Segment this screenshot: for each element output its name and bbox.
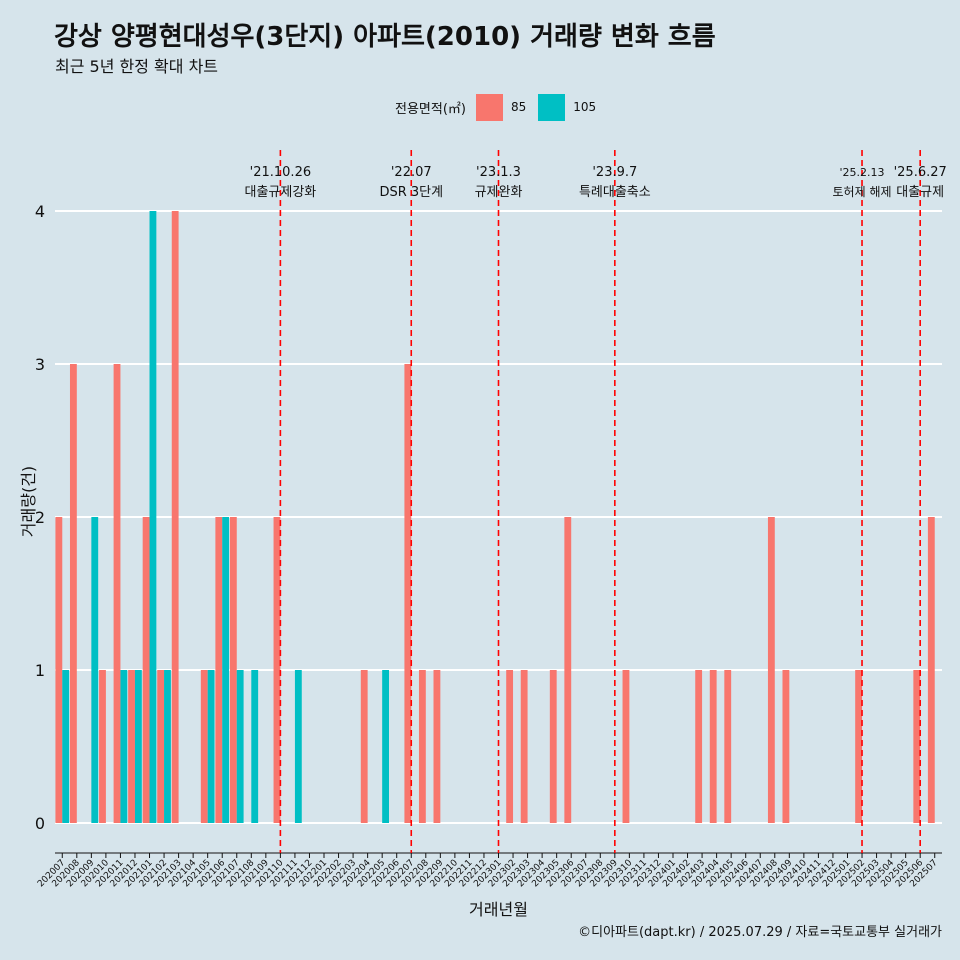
bar-105-202102 (164, 670, 171, 823)
x-axis-title: 거래년월 (469, 900, 528, 919)
bar-85-202101 (142, 517, 150, 823)
bar-105-202108 (251, 670, 259, 823)
event-date-202506: '25.6.27 (894, 165, 947, 180)
y-axis-title: 거래량(건) (19, 466, 38, 537)
bar-85-202105 (200, 670, 208, 823)
bar-85-202207 (404, 364, 412, 823)
event-label-202309: 특례대출축소 (579, 185, 651, 200)
bar-85-202110 (273, 517, 281, 823)
chart-subtitle: 최근 5년 한정 확대 차트 (55, 57, 219, 76)
event-date-202301: '23.1.3 (476, 165, 521, 180)
source-caption: ©디아파트(dapt.kr) / 2025.07.29 / 자료=국토교통부 실… (578, 925, 942, 940)
event-label-202207: DSR 3단계 (379, 185, 443, 200)
bar-85-202107 (229, 517, 237, 823)
event-label-202506: 대출규제 (896, 185, 944, 200)
legend-key-85 (475, 93, 503, 121)
bar-105-202011 (120, 670, 128, 823)
legend-label-85: 85 (510, 100, 527, 114)
legend-key-105 (538, 93, 566, 121)
event-date-202309: '23.9.7 (592, 165, 637, 180)
bar-85-202102 (157, 670, 165, 823)
event-date-202502: '25.2.13 (840, 166, 885, 179)
bar-105-202101 (149, 211, 157, 823)
bar-85-202209 (433, 670, 441, 823)
bar-85-202106 (215, 517, 223, 823)
legend: 전용면적(㎡) 85 105 (395, 93, 608, 121)
bar-85-202010 (99, 670, 106, 823)
bar-85-202502 (855, 670, 863, 823)
bar-85-202007 (55, 517, 63, 823)
legend-label-105: 105 (573, 100, 597, 114)
bar-85-202405 (724, 670, 732, 823)
event-date-202110: '21.10.26 (250, 165, 311, 180)
y-tick-label: 0 (35, 814, 45, 833)
bar-85-202404 (709, 670, 717, 823)
bar-85-202208 (418, 670, 426, 823)
bar-85-202302 (506, 670, 514, 823)
bar-85-202409 (782, 670, 790, 823)
bar-105-202106 (222, 517, 230, 823)
y-tick-label: 3 (35, 355, 45, 374)
bar-85-202204 (360, 670, 368, 823)
bar-85-202310 (622, 670, 630, 823)
bar-105-202012 (134, 670, 142, 823)
bar-85-202507 (927, 517, 935, 823)
bar-105-202111 (294, 670, 302, 823)
y-tick-label: 4 (35, 202, 45, 221)
bar-85-202506 (913, 670, 921, 823)
bar-85-202011 (113, 364, 121, 823)
bar-85-202408 (767, 517, 775, 823)
bar-105-202009 (91, 517, 99, 823)
bar-105-202007 (62, 670, 70, 823)
event-label-202110: 대출규제강화 (245, 185, 317, 200)
event-label-202502: 토허제 해제 (833, 185, 892, 199)
bar-85-202012 (128, 670, 135, 823)
legend-title: 전용면적(㎡) (395, 101, 466, 117)
event-label-202301: 규제완화 (475, 185, 523, 200)
event-date-202207: '22.07 (391, 165, 432, 180)
bar-85-202306 (564, 517, 572, 823)
bar-85-202008 (69, 364, 77, 823)
bar-105-202105 (207, 670, 215, 823)
bar-105-202107 (236, 670, 244, 823)
bar-85-202403 (695, 670, 703, 823)
bar-85-202305 (549, 670, 557, 823)
chart-title: 강상 양평현대성우(3단지) 아파트(2010) 거래량 변화 흐름 (54, 22, 716, 52)
y-tick-label: 2 (35, 508, 45, 527)
y-tick-label: 1 (35, 661, 45, 680)
bar-85-202303 (520, 670, 528, 823)
bar-105-202205 (382, 670, 390, 823)
bar-85-202103 (171, 211, 179, 823)
